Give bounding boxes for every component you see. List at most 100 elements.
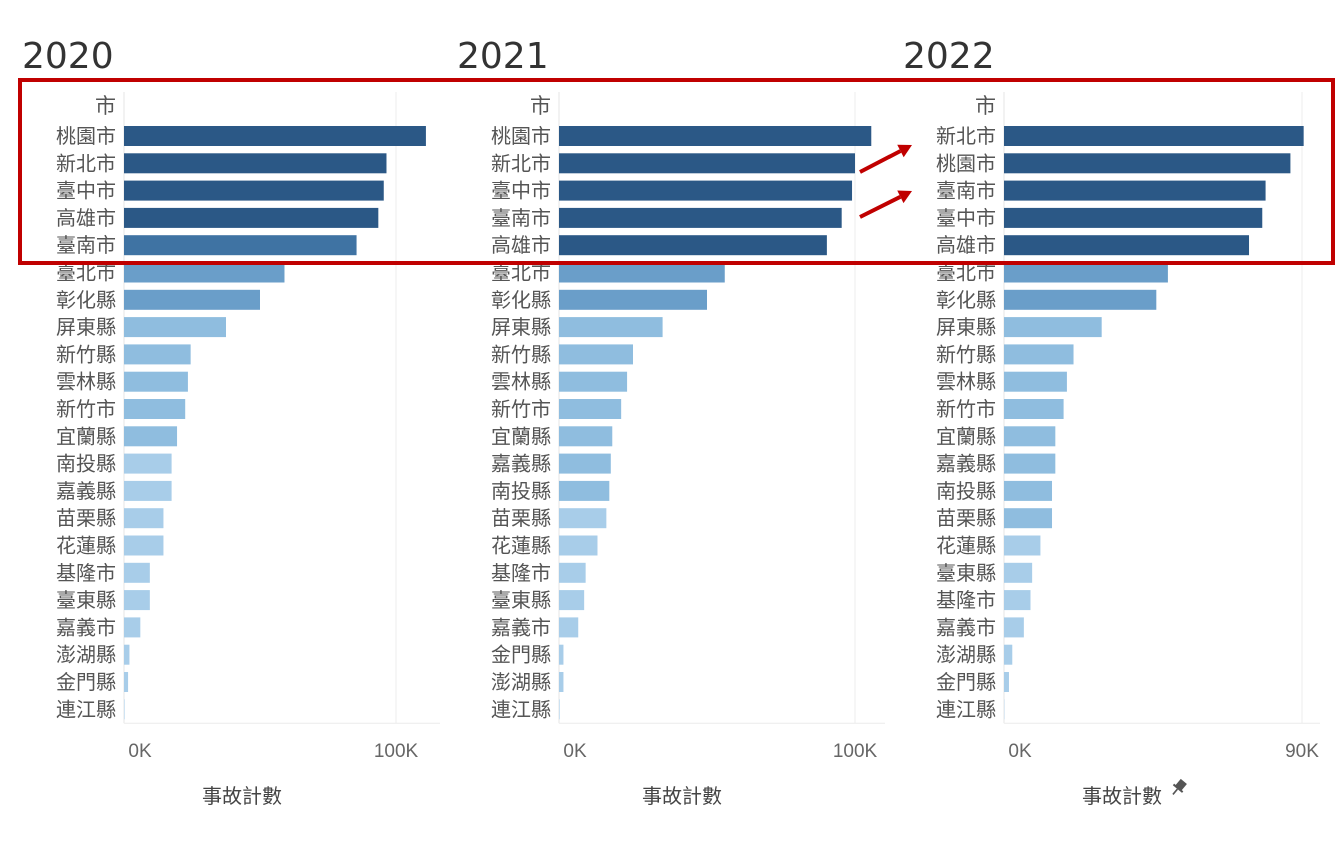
category-label: 宜蘭縣 — [936, 424, 996, 448]
bar — [559, 617, 579, 638]
bar — [559, 289, 707, 310]
bar — [1004, 644, 1013, 665]
category-label: 臺南市 — [56, 233, 116, 257]
bar — [559, 399, 622, 419]
bar — [1004, 207, 1263, 228]
tick-label: 100K — [374, 741, 419, 762]
bar — [1004, 344, 1074, 365]
category-header: 市 — [530, 94, 551, 118]
bar — [124, 126, 426, 146]
bar — [124, 699, 125, 720]
bar — [124, 590, 150, 611]
bar — [124, 180, 384, 201]
bar — [559, 672, 564, 692]
category-label: 臺東縣 — [936, 561, 996, 585]
category-label: 臺南市 — [491, 206, 551, 230]
bar — [1004, 508, 1053, 529]
bar — [559, 426, 613, 447]
bar — [1004, 180, 1266, 201]
bar — [559, 535, 598, 556]
bar — [559, 207, 842, 228]
rank-change-arrows — [859, 144, 912, 219]
bar — [124, 289, 260, 310]
bar — [124, 262, 285, 283]
category-label: 連江縣 — [56, 697, 116, 721]
bar — [1004, 480, 1053, 501]
bar — [559, 508, 607, 529]
arrow-head — [897, 190, 912, 204]
category-label: 新北市 — [936, 124, 996, 148]
category-label: 新北市 — [56, 151, 116, 175]
tick-label: 0K — [128, 741, 152, 762]
category-label: 新竹縣 — [936, 342, 996, 366]
category-label: 高雄市 — [936, 233, 996, 257]
category-label: 新竹縣 — [56, 342, 116, 366]
bar — [1004, 153, 1291, 174]
category-header: 市 — [975, 94, 996, 118]
category-label: 高雄市 — [56, 206, 116, 230]
bar — [124, 535, 164, 556]
bar — [1004, 672, 1009, 692]
category-label: 澎湖縣 — [56, 643, 116, 667]
bar — [124, 344, 191, 365]
category-label: 屏東縣 — [936, 315, 996, 339]
category-label: 屏東縣 — [491, 315, 551, 339]
category-label: 基隆市 — [491, 561, 551, 585]
top-five-highlight-box — [18, 78, 1335, 265]
category-label: 屏東縣 — [56, 315, 116, 339]
bar — [559, 453, 611, 474]
tick-label: 0K — [1008, 741, 1032, 762]
category-label: 南投縣 — [56, 452, 116, 476]
category-label: 彰化縣 — [491, 288, 551, 312]
bar — [559, 590, 585, 611]
category-label: 臺東縣 — [56, 588, 116, 612]
bar — [559, 317, 663, 338]
category-label: 連江縣 — [936, 697, 996, 721]
bar — [124, 426, 178, 447]
category-label: 南投縣 — [491, 479, 551, 503]
category-label: 嘉義市 — [491, 615, 551, 639]
x-axis-title: 事故計數 — [642, 784, 722, 808]
bar — [124, 371, 188, 392]
bar — [1004, 535, 1041, 556]
bar — [1004, 562, 1033, 583]
category-label: 嘉義縣 — [936, 452, 996, 476]
pin-icon[interactable] — [1168, 778, 1188, 799]
panel-title: 2020 — [22, 36, 114, 77]
x-axis-title: 事故計數 — [202, 784, 282, 808]
category-label: 高雄市 — [491, 233, 551, 257]
category-label: 彰化縣 — [936, 288, 996, 312]
panel-title: 2021 — [457, 36, 549, 77]
bar — [559, 644, 564, 665]
bar — [1004, 289, 1157, 310]
bar — [559, 262, 725, 283]
bar — [124, 644, 130, 665]
bar — [559, 180, 853, 201]
category-label: 嘉義縣 — [491, 452, 551, 476]
category-label: 臺中市 — [936, 206, 996, 230]
bar — [124, 153, 387, 174]
category-label: 臺中市 — [491, 179, 551, 203]
x-axis-title: 事故計數 — [1082, 784, 1162, 808]
bar — [559, 235, 827, 256]
category-label: 嘉義市 — [56, 615, 116, 639]
category-label: 連江縣 — [491, 697, 551, 721]
category-label: 花蓮縣 — [56, 534, 116, 558]
bar — [124, 453, 172, 474]
category-label: 苗栗縣 — [936, 506, 996, 530]
arrow-head — [897, 144, 912, 158]
tick-label: 90K — [1285, 741, 1319, 762]
bar — [124, 562, 150, 583]
category-label: 基隆市 — [56, 561, 116, 585]
bar — [124, 617, 141, 638]
category-label: 雲林縣 — [936, 370, 996, 394]
category-header: 市 — [95, 94, 116, 118]
bar — [559, 371, 628, 392]
bar — [559, 699, 560, 720]
category-label: 雲林縣 — [491, 370, 551, 394]
bar — [1004, 453, 1056, 474]
bar — [1004, 426, 1056, 447]
bar — [124, 207, 379, 228]
category-label: 新竹市 — [56, 397, 116, 421]
